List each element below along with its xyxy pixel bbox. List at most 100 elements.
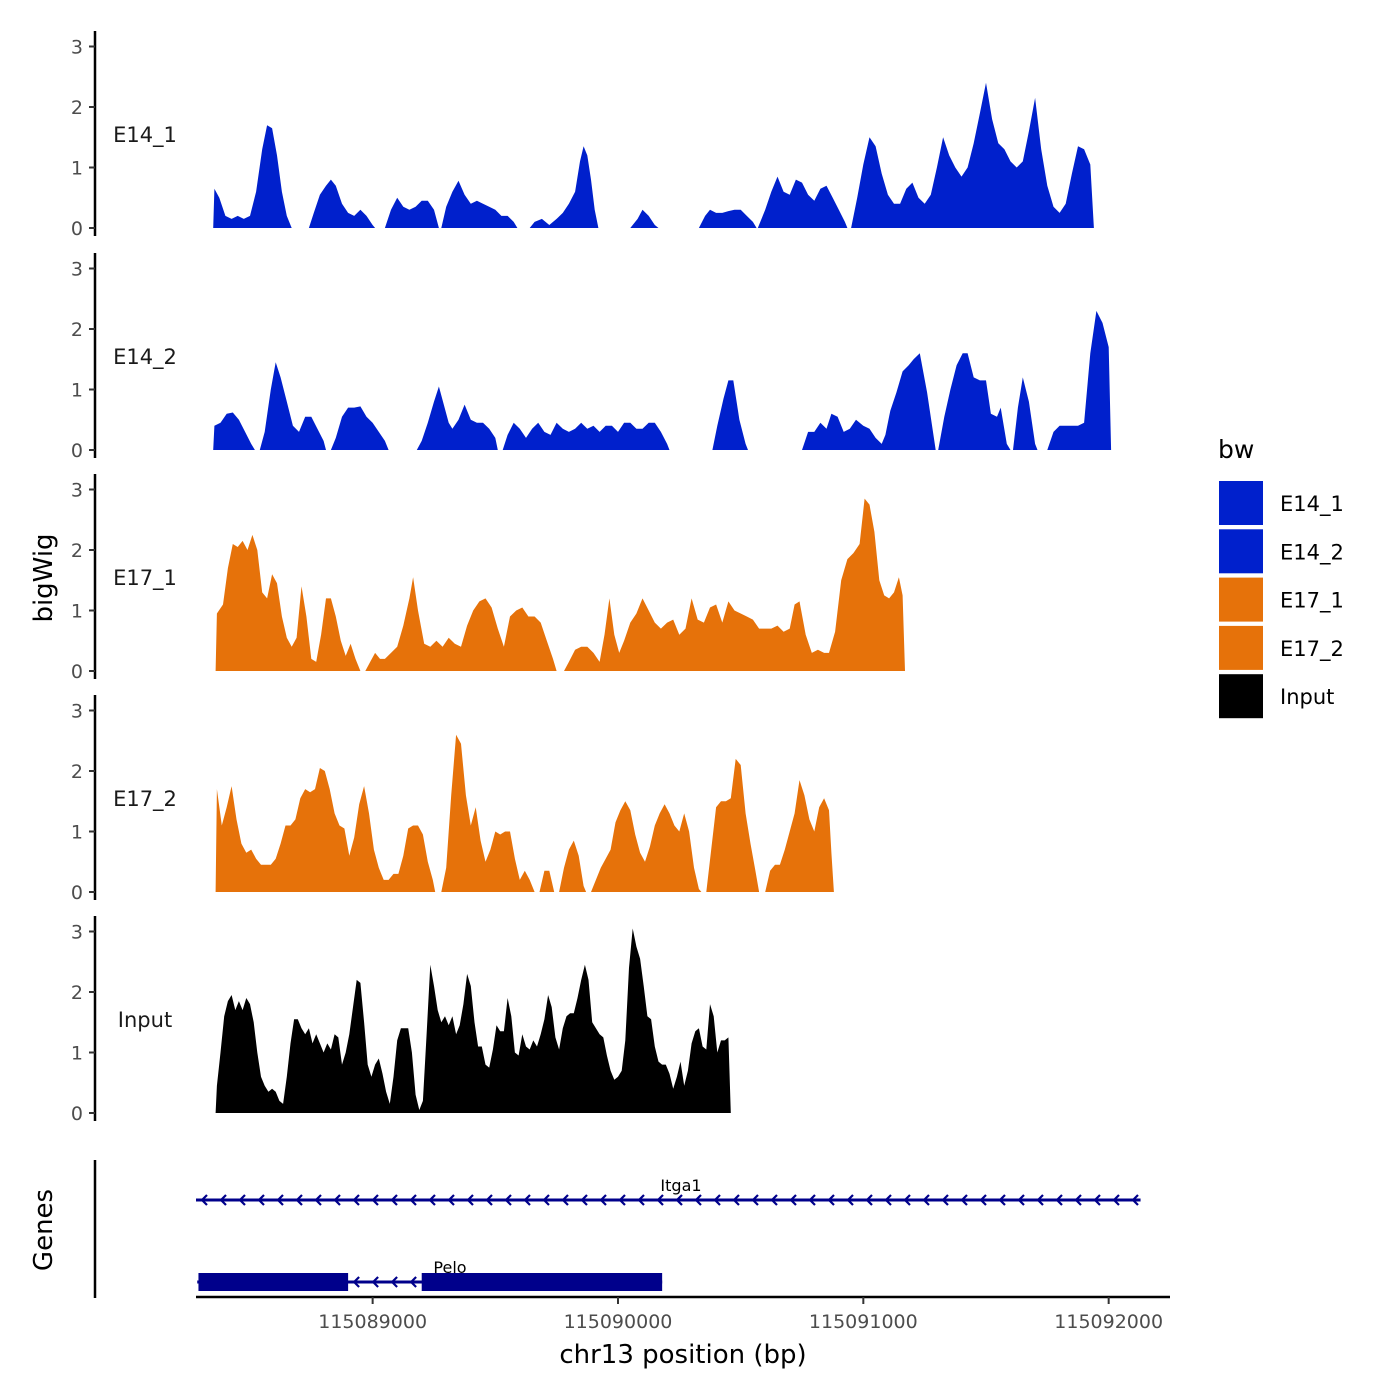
strand-arrow <box>200 1194 208 1206</box>
strand-arrow <box>637 1194 645 1206</box>
strand-arrow <box>352 1194 360 1206</box>
y-tick-label: 0 <box>71 218 83 240</box>
track-Input: 0 1 2 3 Input <box>71 916 731 1125</box>
strand-arrow <box>371 1194 379 1206</box>
x-axis-title: chr13 position (bp) <box>559 1340 806 1370</box>
strand-arrow <box>219 1194 227 1206</box>
y-tick-label: 3 <box>71 259 83 281</box>
strand-arrow <box>1055 1194 1063 1206</box>
y-tick-label: 2 <box>71 982 83 1004</box>
strand-arrow <box>694 1194 702 1206</box>
y-tick-label: 3 <box>71 922 83 944</box>
y-tick-label: 3 <box>71 480 83 502</box>
y-tick-label: 1 <box>71 601 83 623</box>
genes-track: Itga1 Pelo <box>93 1160 1141 1298</box>
y-tick-label: 1 <box>71 822 83 844</box>
strand-arrow <box>1074 1194 1082 1206</box>
strand-arrow <box>371 1276 379 1288</box>
x-tick-label: 115092000 <box>1054 1311 1163 1333</box>
legend-label: Input <box>1280 685 1334 709</box>
coverage-area-E14_1 <box>213 82 1094 228</box>
legend-item-E14_2: E14_2 <box>1219 529 1344 574</box>
y-tick-label: 1 <box>71 158 83 180</box>
strand-arrow <box>542 1194 550 1206</box>
tracks-layer: 0 1 2 3 E14_1 0 1 2 3 E14_2 0 1 2 3 E17_1 0 1 2 3 E17_2 0 1 2 3… <box>71 31 1112 1125</box>
track-E17_2: 0 1 2 3 E17_2 <box>71 695 834 904</box>
strand-arrow <box>428 1194 436 1206</box>
strand-arrow <box>1131 1194 1139 1206</box>
gene-label: Itga1 <box>660 1176 701 1195</box>
strand-arrow <box>257 1194 265 1206</box>
y-tick-label: 1 <box>71 380 83 402</box>
coverage-area-E14_2 <box>213 310 1112 450</box>
y-tick-label: 2 <box>71 97 83 119</box>
strand-arrow <box>409 1276 417 1288</box>
strand-arrow <box>466 1194 474 1206</box>
strand-arrow <box>770 1194 778 1206</box>
strand-arrow <box>1017 1194 1025 1206</box>
strand-arrow <box>789 1194 797 1206</box>
x-tick-label: 115089000 <box>318 1311 427 1333</box>
exon <box>198 1273 349 1291</box>
strand-arrow <box>922 1194 930 1206</box>
y-tick-label: 3 <box>71 701 83 723</box>
legend-swatch <box>1219 529 1263 574</box>
strand-arrow <box>846 1194 854 1206</box>
strand-arrow <box>504 1194 512 1206</box>
legend-item-Input: Input <box>1219 674 1334 719</box>
coverage-area-E17_1 <box>215 498 906 671</box>
strand-arrow <box>903 1194 911 1206</box>
y-tick-label: 2 <box>71 319 83 341</box>
x-axis: 115089000 115090000 115091000 115092000 <box>196 1295 1170 1333</box>
strand-arrow <box>580 1194 588 1206</box>
strand-arrow <box>1112 1194 1120 1206</box>
legend-item-E17_1: E17_1 <box>1219 577 1344 622</box>
strand-arrow <box>238 1194 246 1206</box>
gene-label: Pelo <box>433 1258 466 1277</box>
strand-arrow <box>485 1194 493 1206</box>
strand-arrow <box>390 1194 398 1206</box>
legend-title: bw <box>1218 435 1254 464</box>
strand-arrow <box>618 1194 626 1206</box>
legend-item-E14_1: E14_1 <box>1219 481 1344 525</box>
strand-arrow <box>751 1194 759 1206</box>
strand-arrow <box>656 1194 664 1206</box>
y-tick-label: 3 <box>71 37 83 59</box>
strand-arrow <box>276 1194 284 1206</box>
track-E17_1: 0 1 2 3 E17_1 <box>71 474 906 683</box>
y-tick-label: 2 <box>71 540 83 562</box>
strand-arrow <box>599 1194 607 1206</box>
x-tick-label: 115091000 <box>809 1311 918 1333</box>
strand-arrow <box>352 1276 360 1288</box>
y-tick-label: 0 <box>71 661 83 683</box>
track-label: E14_2 <box>113 345 177 370</box>
legend-swatch <box>1219 481 1263 525</box>
legend-item-E17_2: E17_2 <box>1219 625 1344 670</box>
strand-arrow <box>865 1194 873 1206</box>
strand-arrow <box>390 1276 398 1288</box>
y-tick-label: 1 <box>71 1043 83 1065</box>
gene-Pelo: Pelo <box>197 1258 663 1291</box>
strand-arrow <box>333 1194 341 1206</box>
coverage-area-Input <box>215 928 731 1113</box>
strand-arrow <box>941 1194 949 1206</box>
track-E14_2: 0 1 2 3 E14_2 <box>71 253 1112 462</box>
legend: bw E14_1 E14_2 E17_1 E17_2 Input <box>1218 435 1344 719</box>
y-axis-title: bigWig <box>29 533 59 622</box>
track-label: E17_2 <box>113 787 177 812</box>
strand-arrow <box>523 1194 531 1206</box>
track-label: Input <box>118 1008 172 1032</box>
strand-arrow <box>295 1194 303 1206</box>
strand-arrow <box>409 1194 417 1206</box>
strand-arrow <box>1093 1194 1101 1206</box>
genes-axis-title: Genes <box>29 1189 59 1271</box>
strand-arrow <box>1036 1194 1044 1206</box>
legend-swatch <box>1219 625 1263 670</box>
strand-arrow <box>314 1194 322 1206</box>
legend-label: E14_2 <box>1280 540 1344 565</box>
legend-swatch <box>1219 674 1263 719</box>
y-tick-label: 0 <box>71 1103 83 1125</box>
strand-arrow <box>713 1194 721 1206</box>
strand-arrow <box>884 1194 892 1206</box>
